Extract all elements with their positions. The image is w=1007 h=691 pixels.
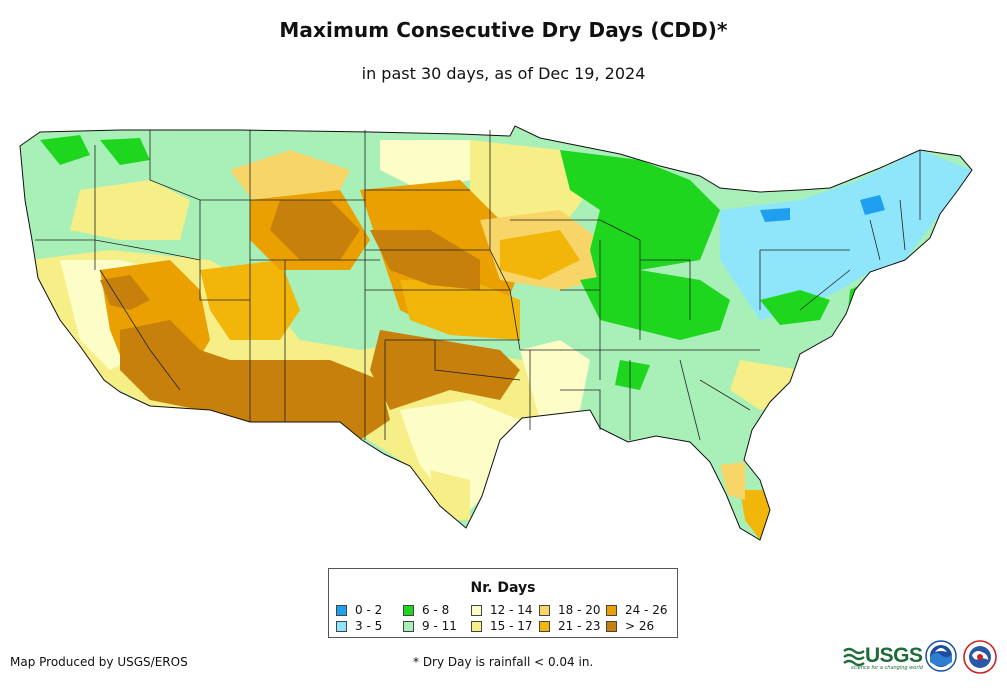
legend-swatch (336, 621, 347, 632)
producer-credit: Map Produced by USGS/EROS (10, 655, 188, 669)
legend-label: 6 - 8 (422, 603, 450, 617)
legend-swatch (336, 605, 347, 616)
legend-label: 12 - 14 (490, 603, 533, 617)
legend-item-15-17: 15 - 17 (471, 619, 533, 633)
usgs-logo-icon: USGS science for a changing world (843, 644, 923, 672)
legend-swatch (403, 605, 414, 616)
state-borders (35, 130, 921, 441)
legend-label: 0 - 2 (355, 603, 383, 617)
usgs-wave-icon (843, 647, 865, 667)
legend-item-0-2: 0 - 2 (336, 603, 382, 617)
legend-item-24-26: 24 - 26 (606, 603, 668, 617)
legend-label: 15 - 17 (490, 619, 533, 633)
legend-item-over-26: > 26 (606, 619, 654, 633)
legend-swatch (471, 605, 482, 616)
legend-title: Nr. Days (470, 580, 536, 596)
legend-item-6-8: 6 - 8 (403, 603, 449, 617)
conus-cdd-map (19, 125, 973, 541)
legend-swatch (606, 605, 617, 616)
noaa-logo-icon (925, 640, 957, 672)
usgs-tagline: science for a changing world (851, 665, 923, 671)
legend-swatch (539, 621, 550, 632)
legend-swatch (403, 621, 414, 632)
legend-item-3-5: 3 - 5 (336, 619, 382, 633)
legend-item-12-14: 12 - 14 (471, 603, 533, 617)
cdd-raster (20, 126, 972, 540)
dry-day-footnote: * Dry Day is rainfall < 0.04 in. (413, 655, 594, 669)
map-subtitle: in past 30 days, as of Dec 19, 2024 (361, 64, 646, 83)
legend-swatch (606, 621, 617, 632)
legend-swatch (471, 621, 482, 632)
legend-label: 3 - 5 (355, 619, 383, 633)
legend-item-21-23: 21 - 23 (539, 619, 601, 633)
legend-label: 18 - 20 (558, 603, 601, 617)
nws-logo-icon (963, 640, 997, 674)
legend: Nr. Days 0 - 2 3 - 5 6 - 8 9 - 11 12 - 1… (328, 568, 678, 638)
legend-label: 21 - 23 (558, 619, 601, 633)
map-title: Maximum Consecutive Dry Days (CDD)* (279, 18, 728, 42)
usgs-wordmark: USGS (865, 644, 923, 667)
legend-label: 24 - 26 (625, 603, 668, 617)
legend-label: > 26 (625, 619, 655, 633)
legend-item-18-20: 18 - 20 (539, 603, 601, 617)
legend-label: 9 - 11 (422, 619, 457, 633)
legend-item-9-11: 9 - 11 (403, 619, 457, 633)
legend-swatch (539, 605, 550, 616)
